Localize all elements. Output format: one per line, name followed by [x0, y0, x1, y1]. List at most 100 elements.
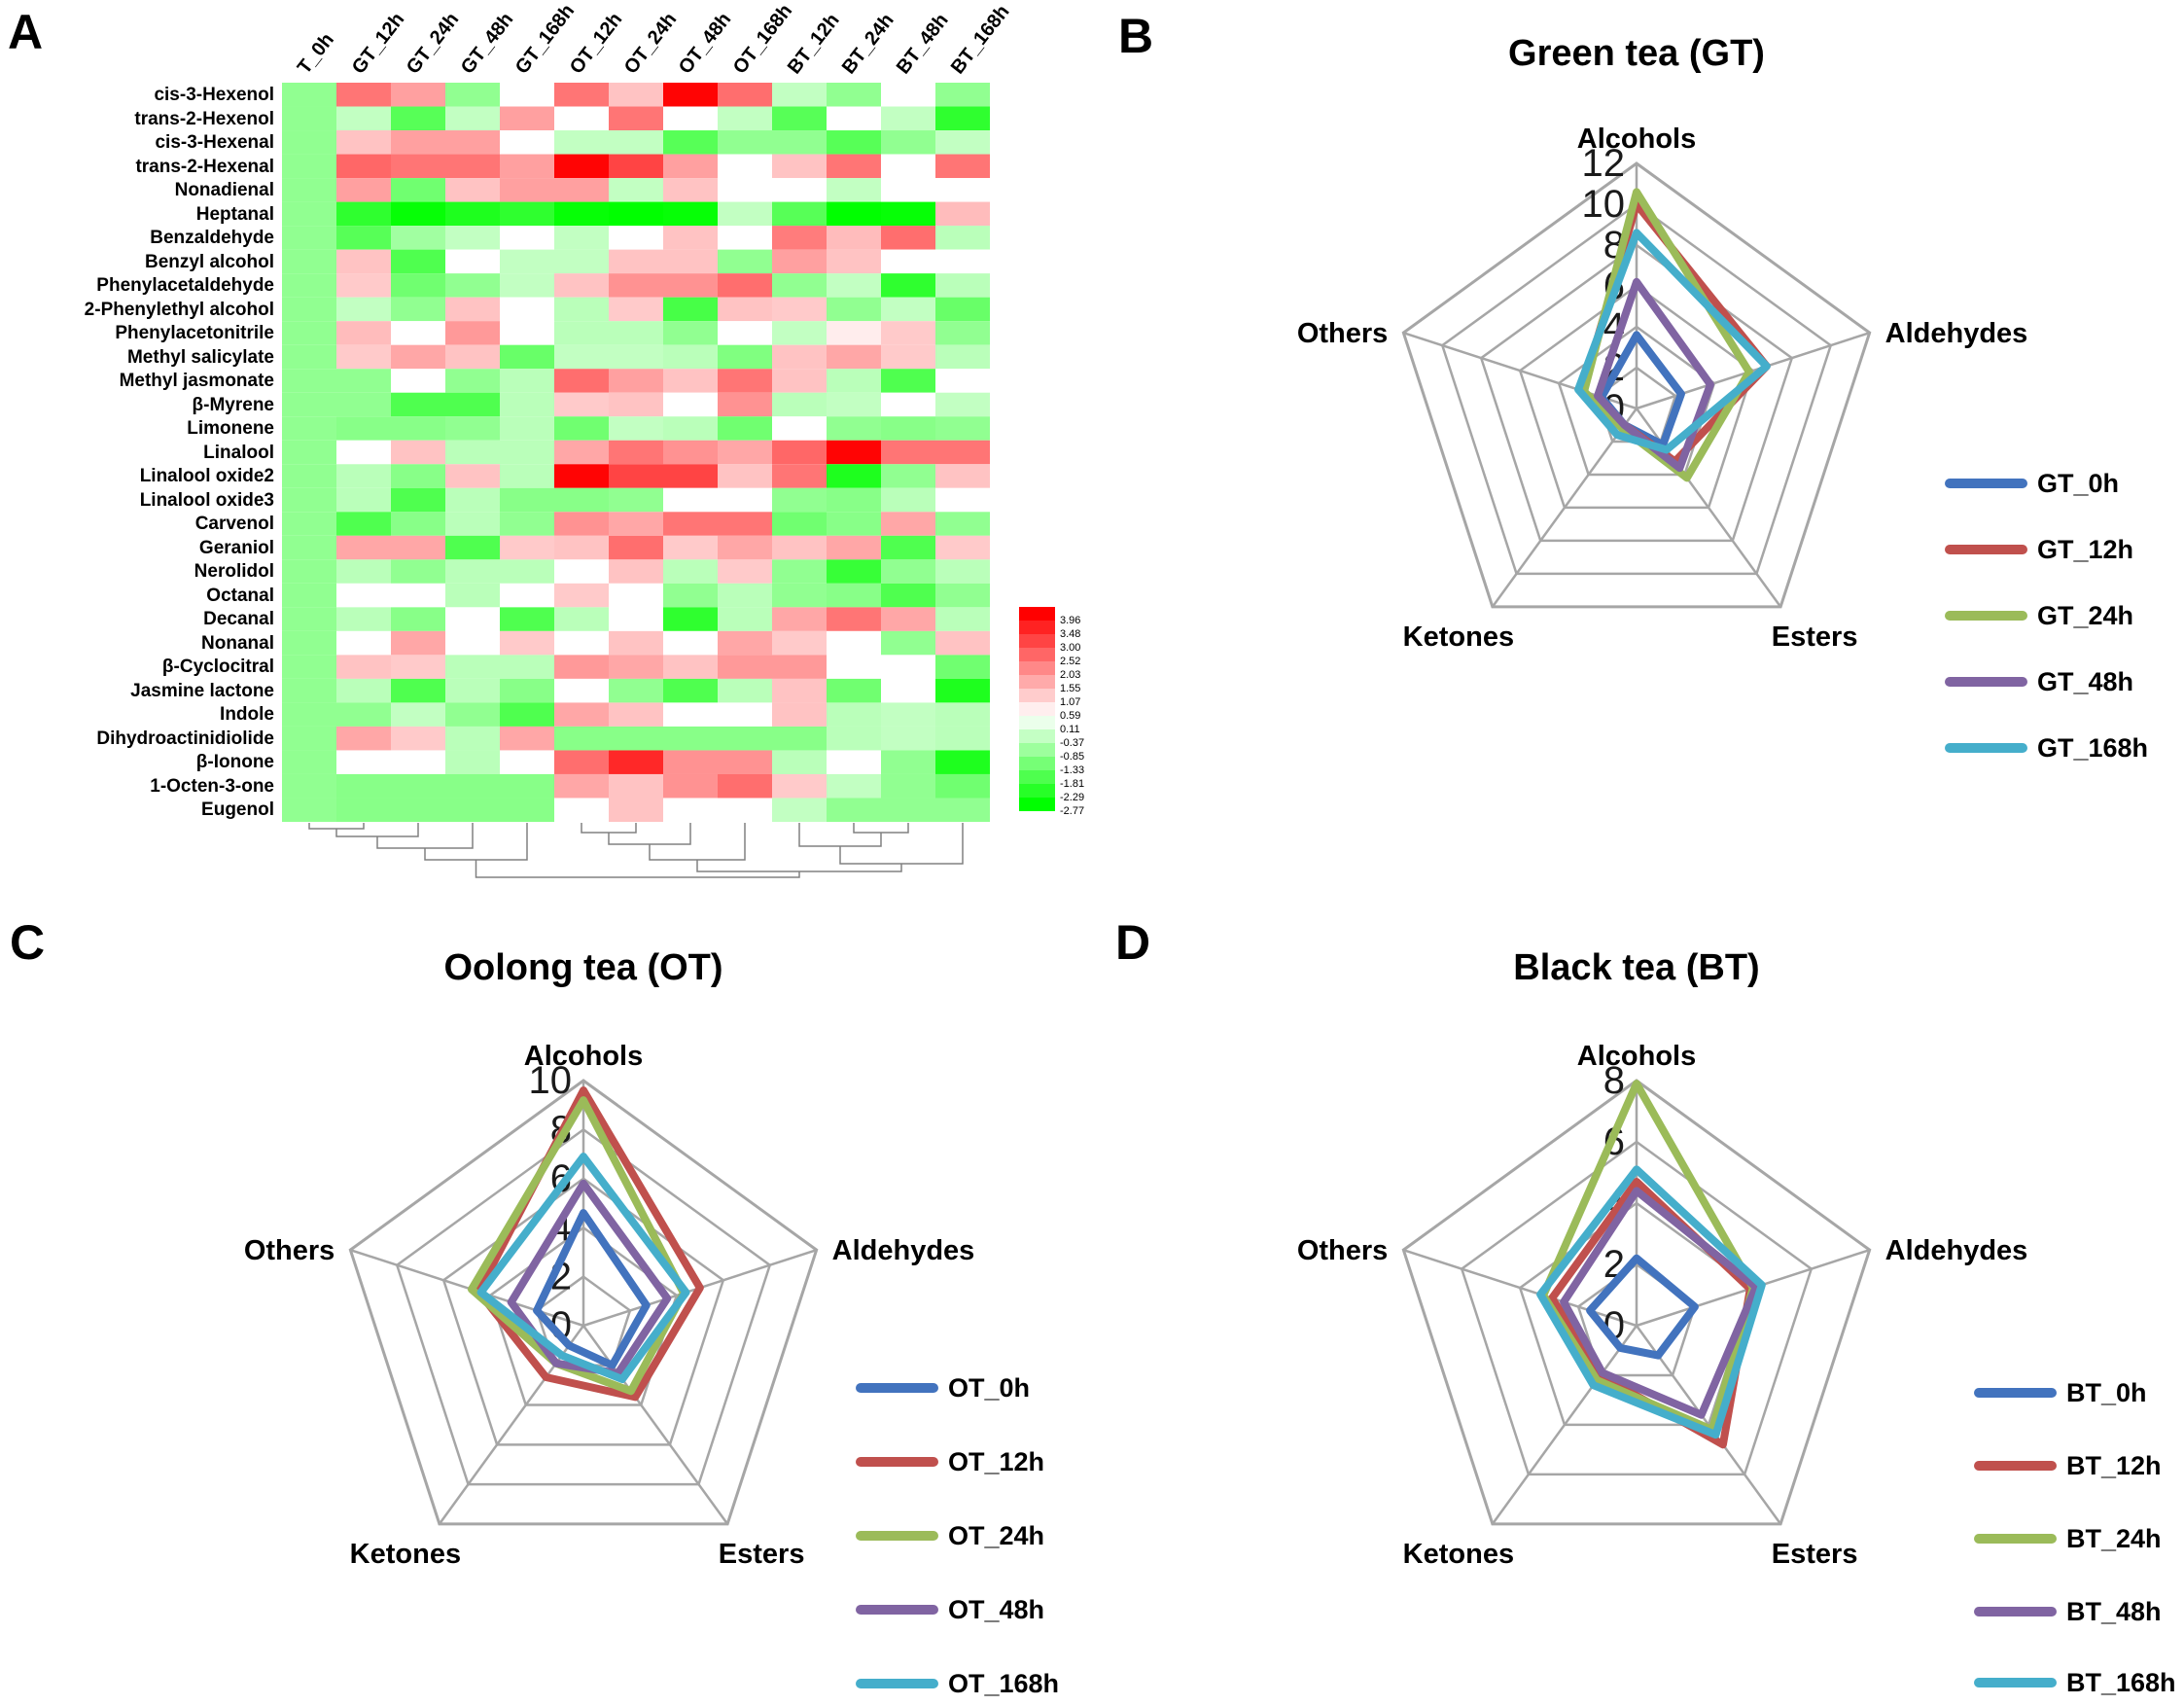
radar-axis-label: Aldehydes: [1885, 318, 2028, 349]
heatmap-cell: [445, 702, 500, 727]
heatmap-cell: [554, 630, 609, 656]
heatmap-row-label: Heptanal: [195, 203, 274, 225]
colorbar-tick-label: -2.77: [1060, 805, 1084, 817]
heatmap-cell: [282, 321, 336, 345]
heatmap-cell: [609, 630, 663, 656]
heatmap-cell: [881, 559, 935, 584]
heatmap-cell: [282, 226, 336, 250]
heatmap-cell: [500, 464, 554, 488]
radar-grid-ring: [395, 1127, 772, 1486]
heatmap-cell: [609, 249, 663, 274]
heatmap-row-label: Limonene: [187, 418, 274, 440]
heatmap-cell: [881, 535, 935, 560]
heatmap-cell: [772, 226, 827, 250]
heatmap-cell: [881, 83, 935, 107]
legend-label: GT_0h: [2037, 468, 2120, 498]
heatmap-cell: [445, 512, 500, 536]
heatmap-cell: [282, 464, 336, 488]
colorbar-swatch: [1019, 770, 1055, 784]
heatmap-dendrogram: [308, 823, 964, 878]
heatmap-cell: [336, 344, 391, 370]
heatmap-cell: [663, 512, 718, 536]
colorbar-swatch: [1019, 607, 1055, 621]
heatmap-cell: [554, 726, 609, 751]
colorbar-tick-label: -1.33: [1060, 764, 1084, 776]
heatmap-cell: [445, 106, 500, 131]
heatmap-cell: [282, 249, 336, 274]
heatmap-cell: [336, 655, 391, 679]
radar-tick-label: 8: [1603, 1059, 1625, 1102]
legend-label: OT_48h: [948, 1594, 1045, 1624]
heatmap-cell: [554, 655, 609, 679]
heatmap-cell: [282, 798, 336, 822]
heatmap-cell: [391, 344, 445, 370]
heatmap-cell: [609, 607, 663, 631]
heatmap-cell: [554, 344, 609, 370]
heatmap-cell: [336, 464, 391, 488]
heatmap-cell: [500, 178, 554, 202]
heatmap-cell: [445, 273, 500, 298]
heatmap-cell: [772, 464, 827, 488]
heatmap-cell: [881, 201, 935, 227]
heatmap-cell: [881, 106, 935, 131]
heatmap-cell: [827, 464, 881, 488]
heatmap-cell: [935, 369, 990, 393]
heatmap-cell: [609, 201, 663, 227]
heatmap-cell: [445, 678, 500, 703]
heatmap-cell: [663, 178, 718, 202]
radar-spoke: [1491, 408, 1638, 608]
heatmap-cell: [772, 154, 827, 179]
radar-grid-ring: [441, 1177, 725, 1446]
legend-key: [1974, 1607, 2057, 1616]
heatmap-cell: [881, 773, 935, 799]
heatmap-cell: [663, 773, 718, 799]
heatmap-cell: [663, 273, 718, 298]
heatmap-cell: [554, 535, 609, 560]
heatmap-cell: [663, 106, 718, 131]
radar-grid-ring: [348, 1079, 819, 1526]
heatmap-row-label: Indole: [220, 704, 274, 726]
heatmap-cell: [554, 226, 609, 250]
heatmap-cell: [391, 440, 445, 465]
heatmap-cell: [935, 392, 990, 417]
heatmap-cell: [718, 655, 772, 679]
legend-label: GT_24h: [2037, 600, 2134, 630]
heatmap-cell: [772, 249, 827, 274]
heatmap-cell: [391, 678, 445, 703]
heatmap-cell: [718, 440, 772, 465]
heatmap-cell: [935, 440, 990, 465]
legend-key: [1974, 1461, 2057, 1471]
heatmap-cell: [827, 273, 881, 298]
heatmap-cell: [282, 416, 336, 441]
dendrogram-branch: [424, 823, 528, 861]
radar-spoke: [438, 1325, 585, 1525]
heatmap-cell: [935, 226, 990, 250]
heatmap-cell: [881, 655, 935, 679]
heatmap-cell: [554, 773, 609, 799]
radar-series-BT_168h: [1536, 1165, 1766, 1439]
heatmap-cell: [336, 130, 391, 155]
dendrogram-branch: [853, 823, 909, 834]
heatmap-cell: [500, 630, 554, 656]
heatmap-cell: [827, 630, 881, 656]
heatmap-cell: [663, 226, 718, 250]
heatmap-cell: [445, 726, 500, 751]
heatmap-cell: [772, 512, 827, 536]
heatmap-cell: [282, 297, 336, 322]
heatmap-cell: [336, 416, 391, 441]
heatmap-cell: [554, 702, 609, 727]
heatmap-cell: [772, 630, 827, 656]
heatmap-cell: [391, 321, 445, 345]
heatmap-cell: [881, 583, 935, 608]
colorbar-swatch: [1019, 784, 1055, 798]
heatmap-row-label: β-Ionone: [195, 752, 274, 773]
heatmap-cell: [718, 273, 772, 298]
heatmap-cell: [500, 678, 554, 703]
heatmap-cell: [935, 83, 990, 107]
legend-key: [856, 1383, 938, 1393]
heatmap-cell: [554, 678, 609, 703]
heatmap-column-label: BT_168h: [946, 1, 1014, 79]
heatmap-cell: [609, 226, 663, 250]
radar-axis-label: Ketones: [1403, 622, 1514, 653]
heatmap-cell: [663, 559, 718, 584]
